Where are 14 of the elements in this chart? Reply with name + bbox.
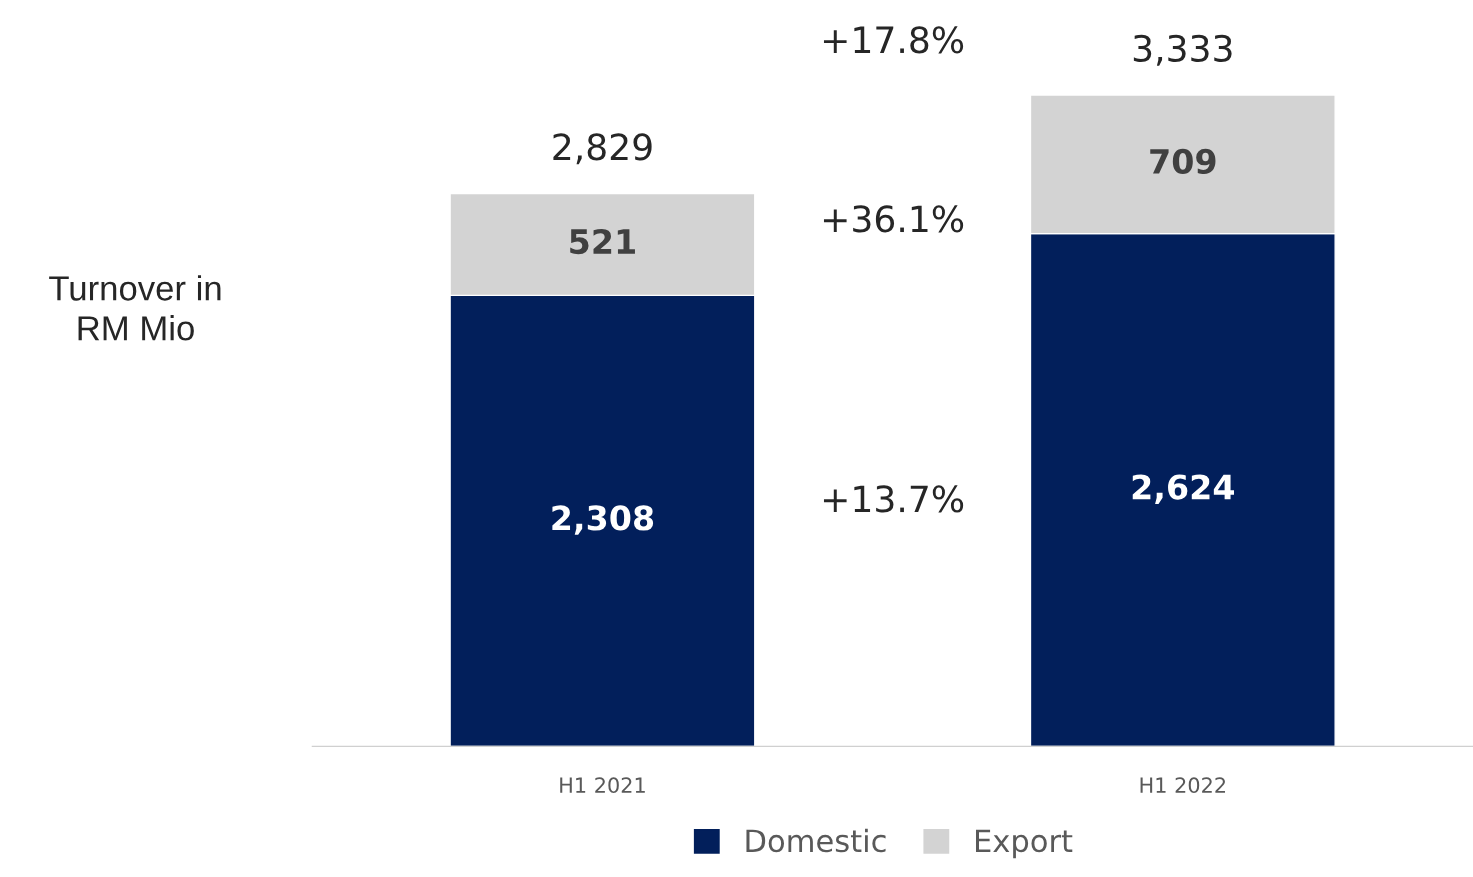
data-label: 2,624 <box>1132 474 1235 504</box>
total-label: 2,829 <box>553 133 652 165</box>
annotation: +13.7% <box>823 485 964 513</box>
data-label: 709 <box>1150 148 1216 175</box>
data-label: 521 <box>570 228 635 255</box>
total-label: 3,333 <box>1133 34 1232 66</box>
text: +17.8% <box>823 26 964 54</box>
x-tick-label: H1 2022 <box>1140 777 1226 794</box>
legend-label: Export <box>975 829 1073 859</box>
data-label: 2,308 <box>552 505 654 535</box>
y-axis-title: Turnover in RM Mio <box>49 275 221 341</box>
legend-label: Domestic <box>746 828 886 853</box>
x-tick-label: H1 2021 <box>560 777 645 794</box>
annotation: +36.1% <box>823 205 964 233</box>
